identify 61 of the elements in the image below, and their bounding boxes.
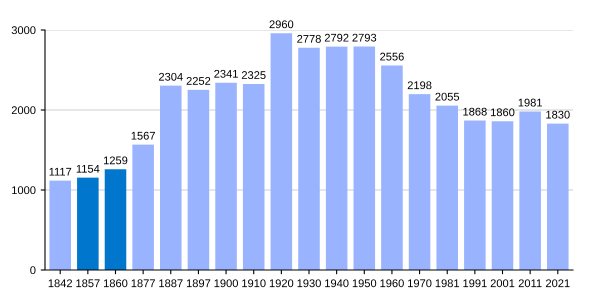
x-tick-label: 1920 — [270, 279, 294, 288]
data-label: 2778 — [297, 34, 321, 43]
bar — [519, 112, 541, 270]
data-label: 2341 — [214, 70, 238, 78]
x-tick-label: 1860 — [104, 279, 128, 288]
x-tick-label: 2001 — [490, 279, 514, 288]
bar — [215, 82, 237, 270]
bar — [464, 120, 486, 270]
x-tick-label: 1910 — [242, 279, 266, 288]
bar — [381, 66, 403, 270]
data-label: 2055 — [435, 92, 460, 101]
bar — [77, 178, 99, 270]
data-label: 2252 — [186, 77, 210, 85]
bar — [298, 48, 320, 270]
y-tick-label: 1000 — [12, 186, 36, 194]
y-tick-label: 0 — [30, 266, 36, 274]
data-label: 2792 — [324, 34, 348, 42]
x-tick-label: 1970 — [408, 279, 432, 288]
data-label: 2325 — [242, 71, 266, 80]
x-tick-label: 1842 — [48, 279, 72, 288]
x-tick-label: 2021 — [546, 279, 570, 288]
bar — [326, 46, 348, 270]
bar — [408, 94, 430, 270]
data-label: 2198 — [408, 81, 432, 90]
data-label: 1981 — [518, 98, 542, 107]
bar — [49, 180, 71, 270]
x-tick-label: 1857 — [76, 279, 100, 288]
bar — [188, 90, 210, 270]
y-tick-label: 2000 — [12, 106, 36, 114]
bar — [354, 46, 376, 270]
x-tick-label: 1897 — [186, 279, 210, 288]
data-label: 1117 — [50, 168, 72, 176]
data-label: 1868 — [463, 108, 487, 116]
bar — [492, 121, 514, 270]
bar — [242, 84, 264, 270]
bar — [160, 86, 182, 270]
bar — [270, 33, 292, 270]
data-label: 2793 — [352, 34, 376, 42]
x-tick-label: 1940 — [325, 279, 349, 288]
data-label: 1567 — [132, 132, 155, 140]
bar — [547, 124, 569, 270]
data-label: 1860 — [490, 108, 514, 116]
y-tick-label: 3000 — [12, 26, 36, 34]
x-tick-label: 1877 — [132, 279, 155, 288]
x-tick-label: 1981 — [436, 279, 460, 288]
bar — [104, 169, 126, 270]
data-label: 2304 — [158, 72, 183, 81]
x-tick-label: 1950 — [352, 279, 376, 288]
x-tick-label: 1887 — [159, 279, 183, 288]
data-label: 1830 — [546, 110, 570, 119]
x-tick-label: 1991 — [463, 279, 487, 288]
data-label: 2556 — [380, 52, 404, 61]
data-label: 1259 — [104, 156, 128, 164]
data-label: 2960 — [270, 20, 294, 28]
x-tick-label: 1900 — [214, 279, 238, 288]
x-tick-label: 2011 — [518, 279, 542, 288]
bar — [132, 144, 154, 270]
data-label: 1154 — [76, 164, 100, 173]
bar — [436, 106, 458, 270]
x-tick-label: 1930 — [297, 279, 321, 288]
x-tick-label: 1960 — [380, 279, 404, 288]
